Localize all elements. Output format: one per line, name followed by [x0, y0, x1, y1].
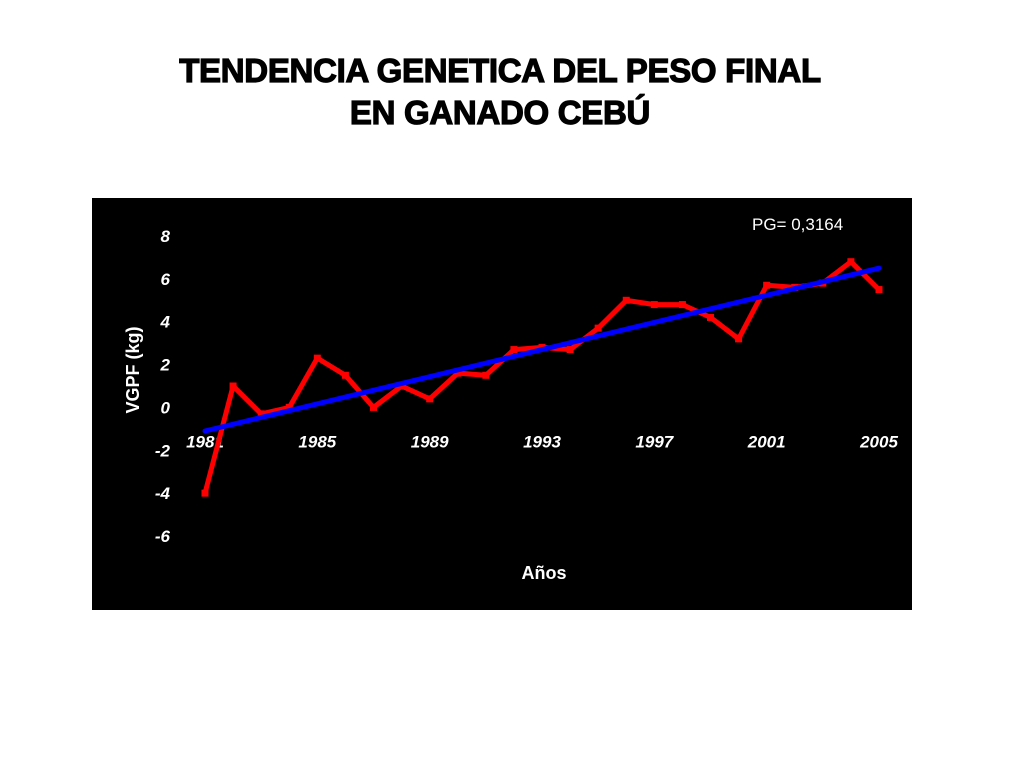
- x-tick-label: 1989: [411, 432, 449, 451]
- x-tick-label: 1993: [523, 432, 561, 451]
- data-point: [735, 335, 743, 343]
- y-tick-label: -2: [155, 441, 171, 460]
- chart-background: [92, 198, 912, 610]
- data-point: [847, 258, 855, 266]
- x-tick-label: 2005: [859, 432, 898, 451]
- data-point: [426, 395, 434, 403]
- data-point: [566, 346, 574, 354]
- data-point: [875, 286, 883, 294]
- data-point: [678, 301, 686, 309]
- chart-plot: -6 -4 -2 0 2 4 6 8 1981 1985 1989 1993 1997 2001 2005…: [92, 198, 912, 610]
- data-point: [510, 346, 518, 354]
- x-tick-label: 2001: [747, 432, 786, 451]
- x-tick-labels: 1981 1985 1989 1993 1997 2001 2005: [186, 432, 898, 451]
- data-point: [257, 410, 265, 418]
- y-tick-label: 0: [161, 398, 171, 417]
- trend-layer: [202, 265, 882, 434]
- data-point: [707, 313, 714, 321]
- y-tick-label: -4: [155, 484, 171, 503]
- title-line-1: TENDENCIA GENETICA DEL PESO FINAL: [179, 51, 822, 89]
- y-tick-label: 2: [160, 356, 171, 375]
- x-tick-label: 1985: [298, 432, 336, 451]
- y-tick-labels: -6 -4 -2 0 2 4 6 8: [155, 227, 171, 546]
- data-point: [763, 281, 771, 289]
- growth-annotation: PG= 0,3164: [752, 215, 843, 234]
- x-tick-label: 1997: [635, 432, 674, 451]
- chart-panel: -6 -4 -2 0 2 4 6 8 1981 1985 1989 1993 1997 2001 2005…: [92, 198, 912, 610]
- x-axis-label: Años: [522, 563, 567, 583]
- slide-title: TENDENCIA GENETICA DEL PESO FINAL EN GAN…: [0, 50, 1000, 134]
- data-point: [594, 324, 602, 332]
- data-point: [285, 403, 293, 411]
- y-tick-label: 4: [160, 313, 171, 332]
- x-tick-label: 1981: [186, 432, 224, 451]
- data-point: [622, 296, 630, 304]
- data-point: [482, 371, 490, 379]
- y-tick-label: 6: [161, 270, 171, 289]
- data-point: [454, 369, 462, 377]
- data-point: [229, 382, 237, 390]
- y-axis-label: VGPF (kg): [123, 326, 143, 413]
- data-point: [313, 354, 321, 362]
- data-point: [341, 371, 349, 379]
- y-tick-label: 8: [161, 227, 171, 246]
- title-line-2: EN GANADO CEBÚ: [349, 93, 651, 131]
- data-point: [650, 301, 658, 309]
- y-tick-label: -6: [155, 527, 171, 546]
- trend-line: [202, 265, 882, 434]
- data-point: [370, 403, 377, 411]
- data-point: [201, 489, 209, 497]
